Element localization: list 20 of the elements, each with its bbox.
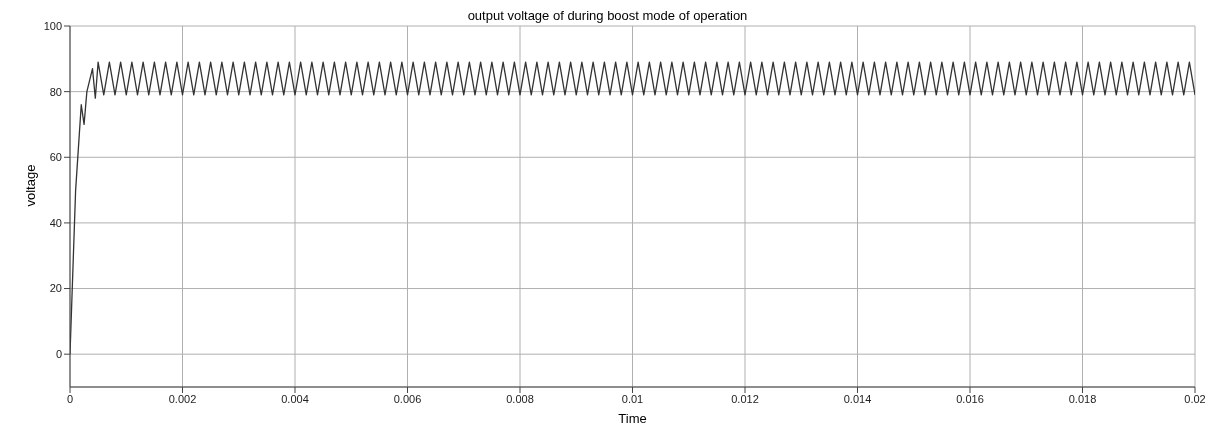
x-tick-label: 0.002 — [168, 392, 197, 405]
x-tick-label: 0.012 — [731, 392, 759, 405]
x-tick-label: 0.016 — [956, 392, 984, 405]
y-axis-title: voltage — [22, 164, 38, 207]
y-tick-label: 20 — [49, 282, 62, 295]
x-axis-title: Time — [618, 411, 647, 426]
x-tick-label: 0.02 — [1184, 392, 1206, 405]
y-tick-label: 100 — [43, 19, 62, 32]
y-tick-label: 0 — [55, 348, 62, 361]
x-tick-label: 0.004 — [281, 392, 309, 405]
x-tick-label: 0.008 — [506, 392, 534, 405]
y-tick-label: 80 — [49, 85, 62, 98]
x-tick-label: 0.01 — [621, 392, 644, 405]
x-tick-label: 0 — [66, 392, 74, 405]
x-tick-label: 0.018 — [1068, 392, 1097, 405]
chart-title: output voltage of during boost mode of operation — [467, 8, 748, 23]
x-tick-label: 0.006 — [393, 392, 422, 405]
y-tick-label: 40 — [49, 216, 62, 229]
x-tick-label: 0.014 — [843, 392, 872, 405]
y-tick-label: 60 — [49, 151, 62, 164]
